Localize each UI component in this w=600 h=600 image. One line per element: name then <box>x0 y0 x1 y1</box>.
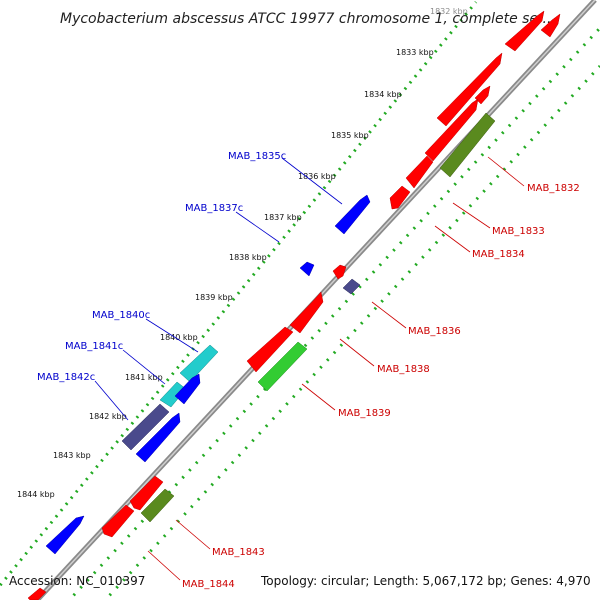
label-leader-line <box>94 380 129 421</box>
gene-label-mab-1833[interactable]: MAB_1833 <box>492 226 545 237</box>
forward-gene[interactable] <box>289 291 324 334</box>
gene-label-mab-1837c[interactable]: MAB_1837c <box>185 203 243 214</box>
reverse-gene[interactable] <box>135 412 181 463</box>
genome-summary-text: Topology: circular; Length: 5,067,172 bp… <box>260 574 591 588</box>
kbp-tick-label: 1842 kbp <box>89 412 127 421</box>
accession-text: Accession: NC_010397 <box>9 574 145 588</box>
label-leader-line <box>452 202 491 229</box>
forward-gene[interactable] <box>405 155 434 189</box>
forward-gene[interactable] <box>246 326 294 373</box>
label-leader-line <box>145 318 199 353</box>
forward-gene[interactable] <box>504 10 545 52</box>
kbp-scale: 1832 kbp 1833 kbp 1834 kbp 1835 kbp 1836… <box>17 7 468 499</box>
forward-gene[interactable] <box>540 13 561 38</box>
kbp-tick-label: 1837 kbp <box>264 213 302 222</box>
forward-gene[interactable] <box>101 504 135 538</box>
gene-label-mab-1843[interactable]: MAB_1843 <box>212 547 265 558</box>
gene-label-mab-1838[interactable]: MAB_1838 <box>377 364 430 375</box>
forward-gene[interactable] <box>332 264 347 280</box>
reverse-gene[interactable] <box>45 515 85 555</box>
kbp-tick-label: 1841 kbp <box>125 373 163 382</box>
outer-tick-track <box>0 1 478 588</box>
gene-label-mab-1832[interactable]: MAB_1832 <box>527 183 580 194</box>
gene-label-mab-1840c[interactable]: MAB_1840c <box>92 310 150 321</box>
kbp-tick-label: 1843 kbp <box>53 451 91 460</box>
genome-backbone <box>33 0 597 600</box>
label-leader-line <box>147 550 181 581</box>
map-title: Mycobacterium abscessus ATCC 19977 chrom… <box>60 11 551 27</box>
label-leader-line <box>339 338 375 367</box>
label-leader-line <box>487 156 525 187</box>
label-leader-line <box>281 157 343 205</box>
kbp-tick-label: 1836 kbp <box>298 172 336 181</box>
reverse-strand-genes <box>45 194 371 555</box>
label-leader-line <box>301 383 336 411</box>
gene-label-mab-1836[interactable]: MAB_1836 <box>408 326 461 337</box>
kbp-tick-label: 1844 kbp <box>17 490 55 499</box>
reverse-gene[interactable] <box>299 261 315 277</box>
forward-gene[interactable] <box>27 587 47 600</box>
forward-strand-genes <box>27 10 561 600</box>
kbp-tick-label: 1834 kbp <box>364 90 402 99</box>
forward-gene[interactable] <box>474 85 491 105</box>
kbp-tick-label: 1840 kbp <box>160 333 198 342</box>
forward-cog-gene[interactable] <box>342 278 361 295</box>
kbp-tick-label: 1833 kbp <box>396 48 434 57</box>
reverse-gene[interactable] <box>174 373 201 405</box>
inner-tick-track-2 <box>103 64 600 600</box>
inner-tick-track-1 <box>67 26 600 600</box>
label-leader-line <box>175 519 211 550</box>
kbp-tick-label: 1839 kbp <box>195 293 233 302</box>
forward-cog-gene[interactable] <box>439 112 496 178</box>
forward-gene-labels: MAB_1832 MAB_1833 MAB_1834 MAB_1836 MAB_… <box>147 156 580 590</box>
kbp-tick-label: 1838 kbp <box>229 253 267 262</box>
forward-cog-gene[interactable] <box>140 488 175 523</box>
label-leader-line <box>235 211 280 243</box>
kbp-tick-label: 1835 kbp <box>331 131 369 140</box>
forward-cog-gene[interactable] <box>257 341 308 392</box>
reverse-gene[interactable] <box>179 344 219 383</box>
reverse-gene-labels: MAB_1835c MAB_1837c MAB_1840c MAB_1841c … <box>37 151 343 421</box>
reverse-gene[interactable] <box>334 194 371 235</box>
forward-gene[interactable] <box>424 98 479 162</box>
forward-gene[interactable] <box>129 475 164 511</box>
gene-label-mab-1844[interactable]: MAB_1844 <box>182 579 235 590</box>
gene-label-mab-1835c[interactable]: MAB_1835c <box>228 151 286 162</box>
gene-label-mab-1839[interactable]: MAB_1839 <box>338 408 391 419</box>
reverse-gene[interactable] <box>121 403 170 451</box>
label-leader-line <box>122 349 166 385</box>
kbp-tick-label: 1832 kbp <box>430 7 468 16</box>
gene-label-mab-1842c[interactable]: MAB_1842c <box>37 372 95 383</box>
gene-label-mab-1841c[interactable]: MAB_1841c <box>65 341 123 352</box>
forward-gene[interactable] <box>389 185 411 210</box>
label-leader-line <box>371 301 407 329</box>
forward-cog-genes <box>140 112 496 523</box>
gene-label-mab-1834[interactable]: MAB_1834 <box>472 249 525 260</box>
forward-gene[interactable] <box>436 52 503 127</box>
label-leader-line <box>434 225 471 253</box>
